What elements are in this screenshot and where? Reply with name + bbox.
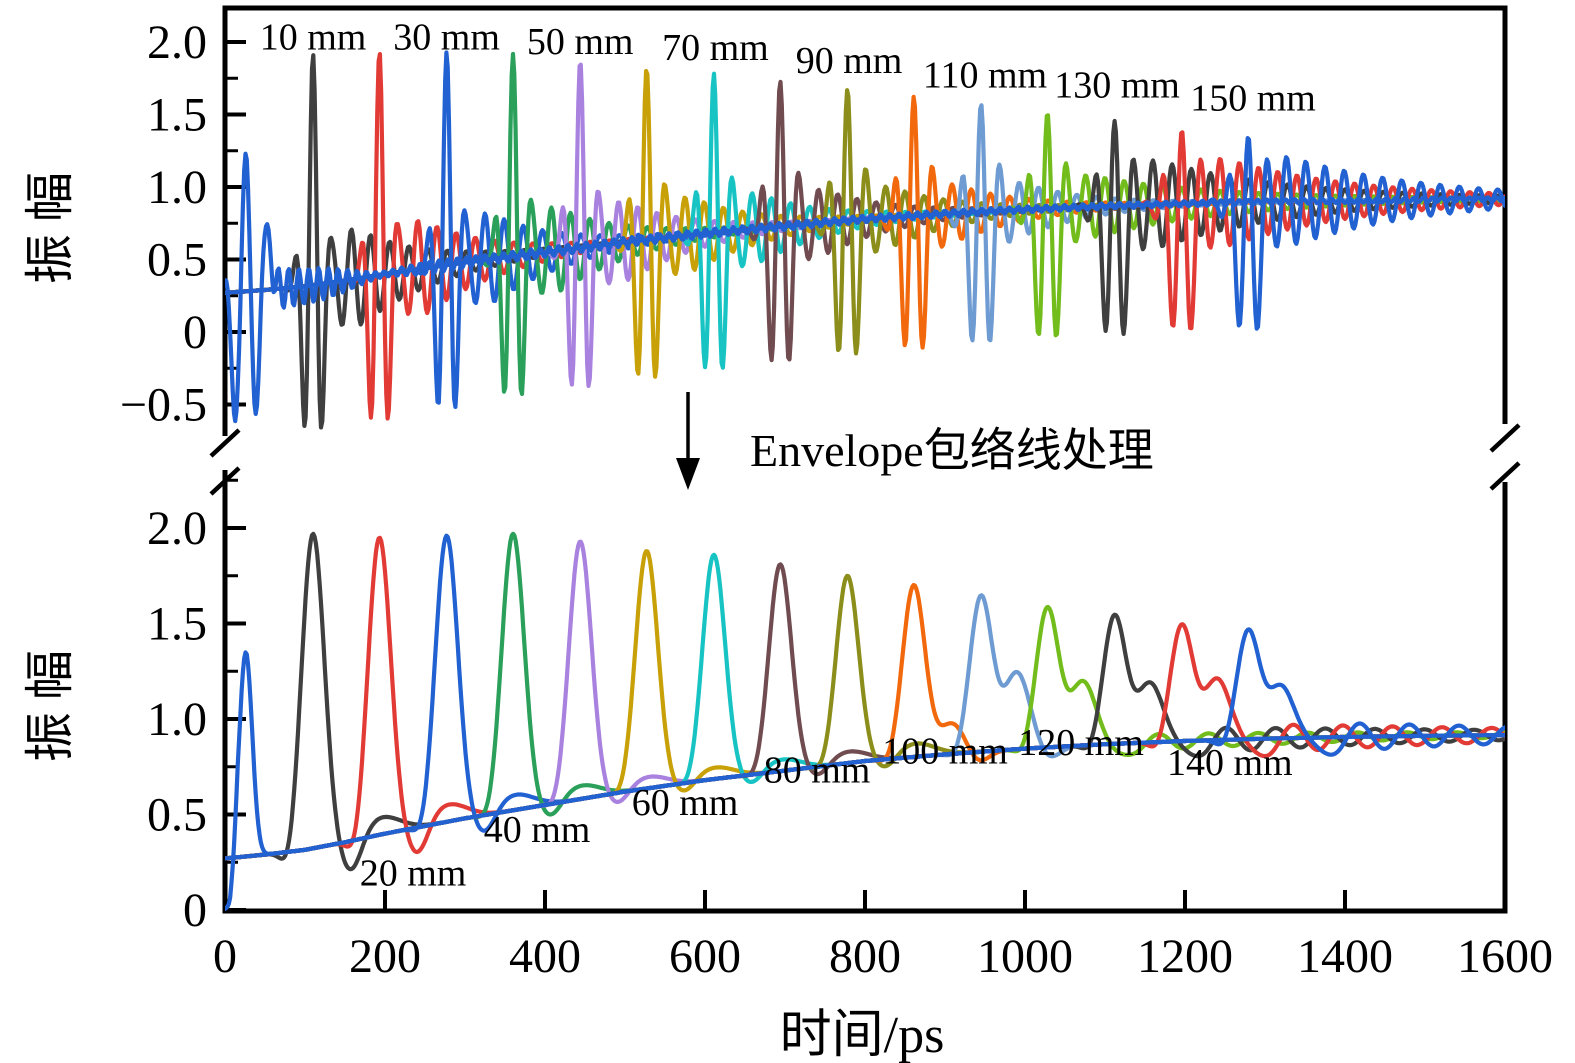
annotation-30mm: 30 mm <box>393 17 500 59</box>
annotation-70mm: 70 mm <box>662 27 769 69</box>
y-tick-label-top: 0 <box>183 306 207 359</box>
envelope-90mm <box>225 573 1505 861</box>
y-tick-label-top: 1.0 <box>147 161 207 214</box>
x-tick-label: 1600 <box>1457 930 1553 983</box>
process-arrow <box>676 392 700 490</box>
tick-labels: 2.01.51.00.50−0.52.01.51.00.500 200 400 600… <box>120 16 1553 983</box>
annotation-80mm: 80 mm <box>764 750 871 792</box>
y-tick-label-top: −0.5 <box>120 379 207 432</box>
x-tick-label: 800 <box>829 930 901 983</box>
envelope-120mm <box>225 604 1505 861</box>
annotation-40mm: 40 mm <box>484 809 591 851</box>
bottom-annotations: 20 mm 40 mm 60 mm 80 mm 100 mm 120 mm 140 mm <box>360 722 1293 895</box>
x-tick-label: 400 <box>509 930 581 983</box>
axis-break-mark <box>209 428 241 458</box>
y-tick-label-bottom: 1.5 <box>147 598 207 651</box>
annotation-130mm: 130 mm <box>1054 65 1180 107</box>
annotation-150mm: 150 mm <box>1190 78 1316 120</box>
bottom-envelopes <box>225 531 1505 911</box>
y-tick-label-top: 2.0 <box>147 16 207 69</box>
axis-break-mark <box>1489 423 1521 453</box>
waveform-reference <box>225 151 1505 424</box>
annotation-10mm: 10 mm <box>260 17 367 59</box>
x-tick-label: 200 <box>349 930 421 983</box>
x-tick-label: 600 <box>669 930 741 983</box>
annotation-90mm: 90 mm <box>796 40 903 82</box>
y-tick-label-bottom: 2.0 <box>147 502 207 555</box>
y-tick-label-bottom: 0 <box>183 884 207 937</box>
axis-break-mark <box>1489 461 1521 491</box>
annotation-140mm: 140 mm <box>1167 742 1293 784</box>
x-tick-label: 0 <box>213 930 237 983</box>
annotation-50mm: 50 mm <box>527 21 634 63</box>
x-tick-label: 1400 <box>1297 930 1393 983</box>
x-tick-label: 1000 <box>977 930 1073 983</box>
top-annotations: 10 mm 30 mm 50 mm 70 mm 90 mm 110 mm 130 mm 150… <box>260 17 1316 120</box>
annotation-60mm: 60 mm <box>632 782 739 824</box>
envelope-reference <box>225 650 1505 911</box>
y-tick-label-bottom: 0.5 <box>147 789 207 842</box>
envelope-110mm <box>225 593 1505 861</box>
annotation-110mm: 110 mm <box>923 54 1047 96</box>
annotation-20mm: 20 mm <box>360 853 467 895</box>
x-tick-label: 1200 <box>1137 930 1233 983</box>
y-tick-label-bottom: 1.0 <box>147 693 207 746</box>
top-waveforms <box>225 50 1505 430</box>
y-tick-label-top: 0.5 <box>147 234 207 287</box>
annotation-120mm: 120 mm <box>1018 722 1144 764</box>
annotation-100mm: 100 mm <box>882 730 1008 772</box>
arrow-head-down-icon <box>676 458 700 490</box>
y-tick-label-top: 1.5 <box>147 89 207 142</box>
